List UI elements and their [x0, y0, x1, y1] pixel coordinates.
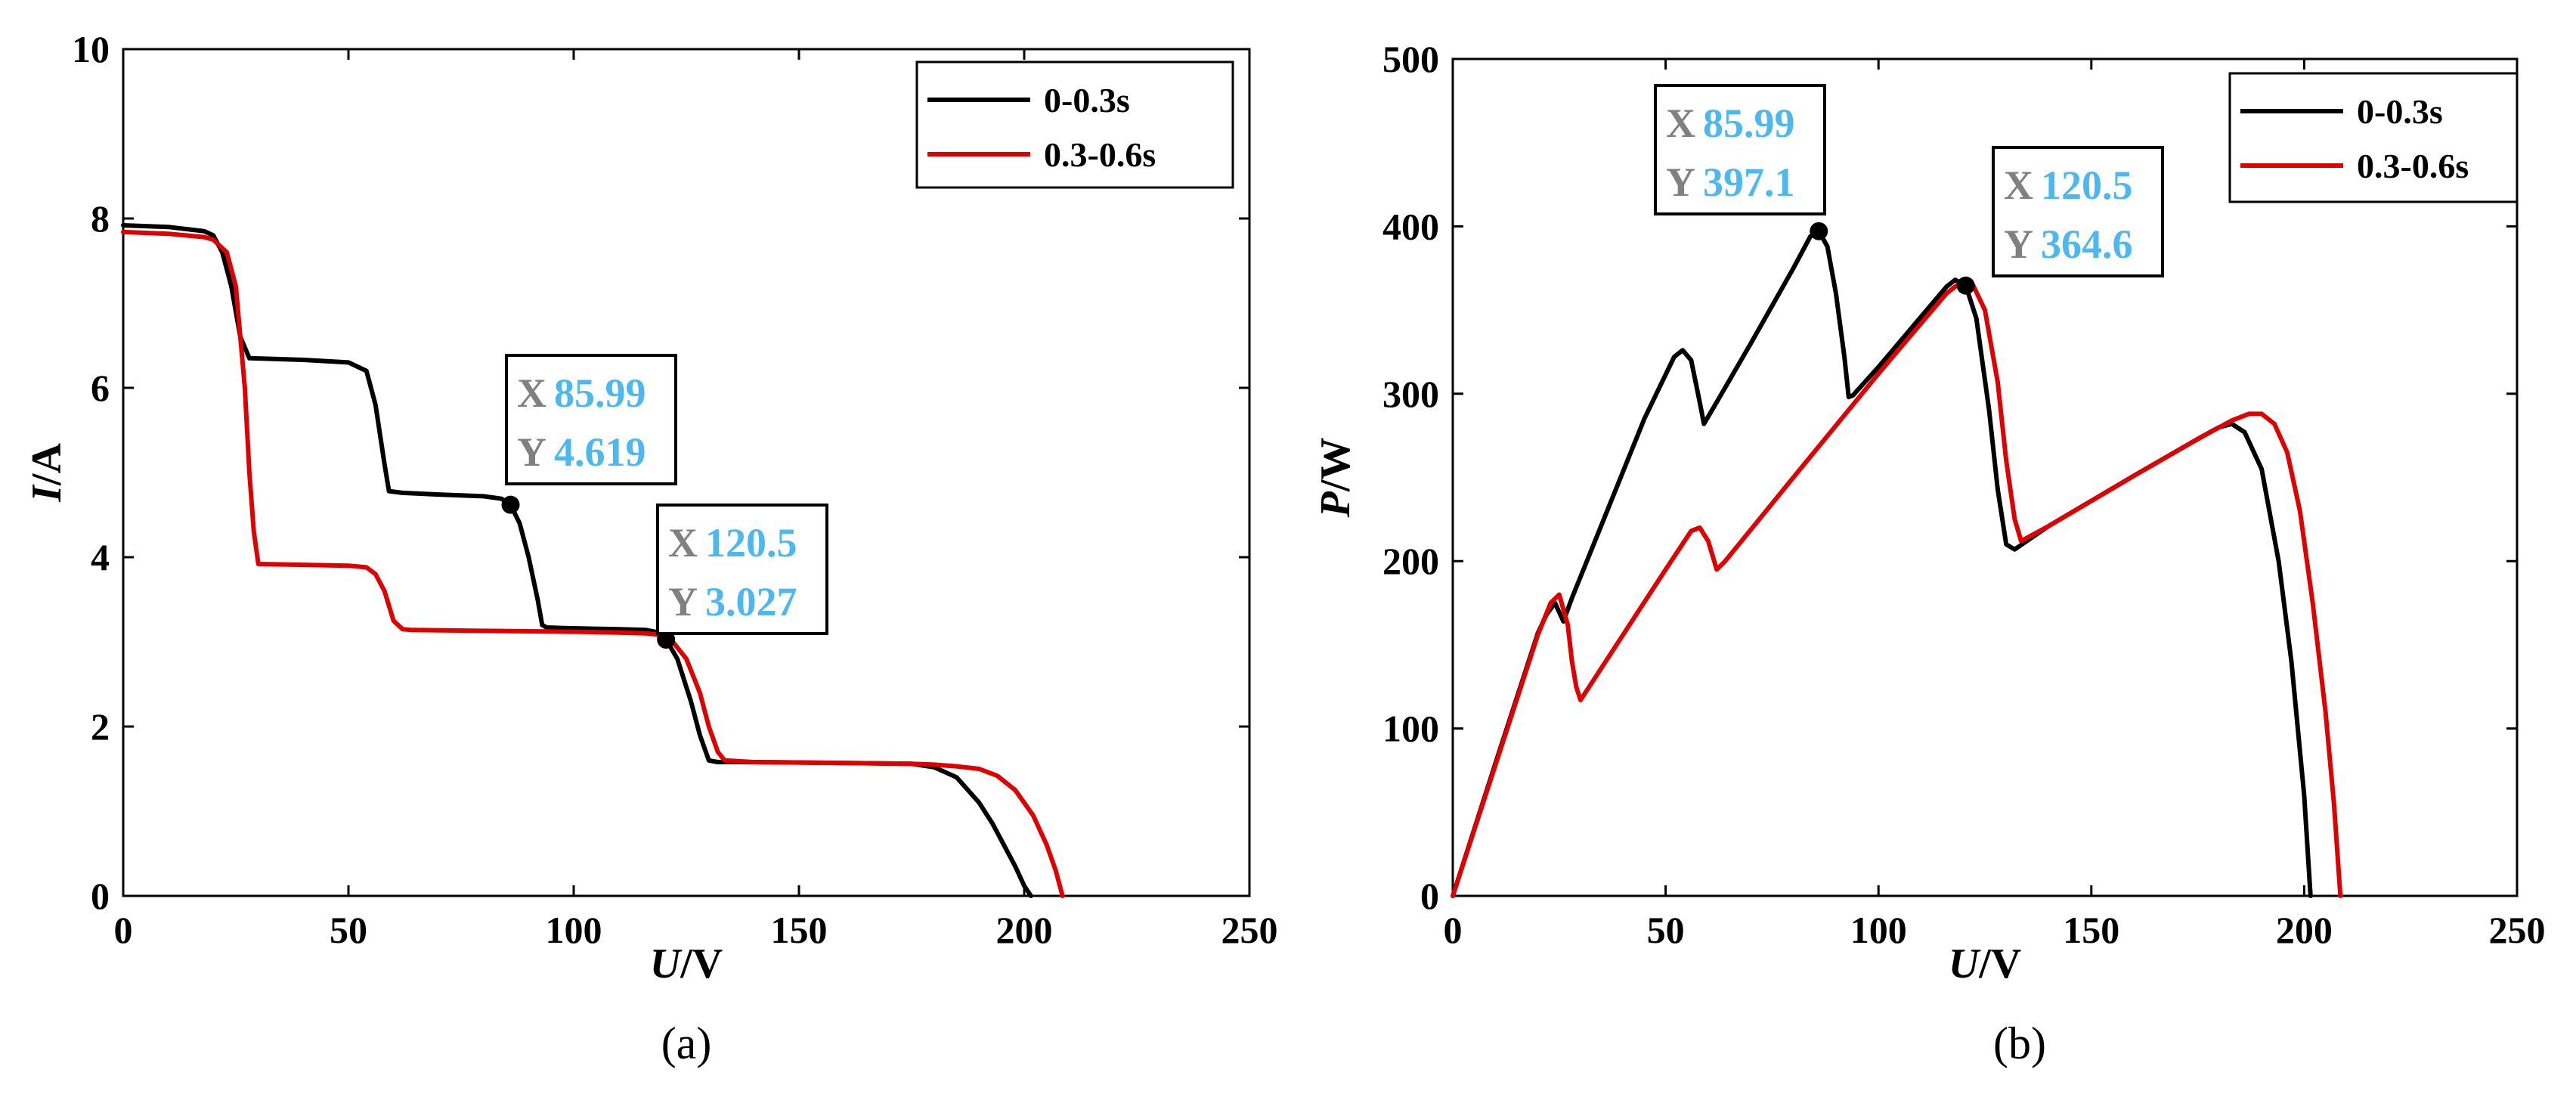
- x-axis-label-unit: /V: [1978, 941, 2021, 987]
- datatip-x: X 120.5: [2004, 163, 2133, 208]
- datatip-y-value: 364.6: [2041, 222, 2133, 267]
- datatip-y-key: Y: [517, 429, 546, 475]
- x-tick-label: 200: [2276, 909, 2333, 951]
- legend-label-2: 0.3-0.6s: [1044, 135, 1156, 174]
- datatip-x-value: 120.5: [2041, 163, 2133, 208]
- y-tick-label: 0: [91, 875, 110, 917]
- y-tick-label: 200: [1382, 540, 1439, 582]
- x-axis-label-unit: /V: [680, 941, 723, 987]
- datatip-box: [505, 354, 677, 485]
- x-axis-label: U/V: [1949, 941, 2021, 987]
- series-line-1: [1451, 228, 2313, 898]
- y-tick-label: 100: [1382, 708, 1439, 750]
- datatip-x: X 120.5: [668, 520, 797, 566]
- y-tick-label: 2: [91, 705, 110, 748]
- x-tick-label: 150: [2063, 909, 2119, 951]
- plot-frame: [122, 48, 1251, 897]
- datatip-y: Y 364.6: [2004, 222, 2133, 267]
- legend-label-1: 0-0.3s: [1044, 81, 1130, 119]
- datatip-y-key: Y: [668, 579, 698, 624]
- x-axis-label: U/V: [650, 941, 723, 987]
- datatip-y: Y 397.1: [1666, 160, 1795, 205]
- datatip-y-key: Y: [1666, 160, 1695, 205]
- y-axis-label-unit: /W: [1312, 438, 1359, 493]
- y-tick-label: 6: [91, 367, 110, 409]
- x-tick-label: 250: [1221, 909, 1278, 951]
- datatip-x-value: 120.5: [705, 520, 797, 566]
- y-axis-label-unit: /A: [23, 443, 70, 487]
- y-tick-label: 4: [91, 536, 110, 578]
- x-tick-label: 50: [1647, 909, 1685, 951]
- series-line-2: [121, 229, 1065, 898]
- datatip-y-value: 4.619: [554, 429, 646, 475]
- y-tick-label: 300: [1382, 373, 1439, 415]
- y-axis-label-symbol: P: [1312, 491, 1359, 518]
- datatip-x: X 85.99: [1666, 101, 1795, 146]
- x-tick-label: 100: [546, 909, 602, 951]
- x-tick-label: 0: [1444, 909, 1463, 951]
- x-axis-label-symbol: U: [650, 941, 683, 987]
- datatip-x-key: X: [1666, 101, 1695, 146]
- datatip-y-value: 397.1: [1703, 160, 1795, 205]
- legend-box: [2228, 72, 2519, 203]
- x-tick-label: 150: [771, 909, 828, 951]
- datatip-x-key: X: [2004, 163, 2033, 208]
- datatip-x-key: X: [517, 370, 546, 416]
- y-tick-label: 10: [72, 28, 110, 70]
- x-tick-label: 0: [114, 909, 133, 951]
- datatip-marker: [1810, 222, 1828, 240]
- y-tick-label: 8: [91, 197, 110, 240]
- datatip-x: X 85.99: [517, 370, 646, 416]
- legend-label-2: 0.3-0.6s: [2357, 147, 2469, 185]
- legend-label-1: 0-0.3s: [2357, 92, 2443, 131]
- datatip-box: [656, 504, 828, 635]
- datatip-x-value: 85.99: [1703, 101, 1795, 146]
- y-axis-label: P/W: [1312, 438, 1359, 519]
- datatip-y: Y 4.619: [517, 429, 646, 475]
- subfigure-caption: (b): [1993, 1018, 2046, 1068]
- legend-box: [915, 60, 1234, 189]
- y-tick-label: 500: [1382, 38, 1439, 80]
- datatip-y-value: 3.027: [705, 579, 797, 624]
- x-tick-label: 200: [996, 909, 1053, 951]
- datatip-y-key: Y: [2004, 222, 2033, 267]
- datatip-x-value: 85.99: [554, 370, 646, 416]
- y-axis-label: I/A: [23, 443, 70, 503]
- datatip-box: [1654, 84, 1826, 215]
- subfigure-caption: (a): [661, 1018, 712, 1068]
- x-tick-label: 100: [1850, 909, 1907, 951]
- datatip-y: Y 3.027: [668, 579, 797, 624]
- series-line-2: [1451, 279, 2343, 898]
- x-axis-label-symbol: U: [1949, 941, 1981, 987]
- y-axis-label-symbol: I: [23, 484, 70, 503]
- x-tick-label: 50: [330, 909, 367, 951]
- plot-frame: [1451, 57, 2519, 897]
- datatip-marker: [1956, 276, 1975, 295]
- datatip-box: [1992, 146, 2164, 277]
- datatip-x-key: X: [668, 520, 698, 566]
- y-tick-label: 0: [1420, 875, 1439, 917]
- y-tick-label: 400: [1382, 205, 1439, 247]
- datatip-marker: [501, 495, 520, 514]
- x-tick-label: 250: [2489, 909, 2546, 951]
